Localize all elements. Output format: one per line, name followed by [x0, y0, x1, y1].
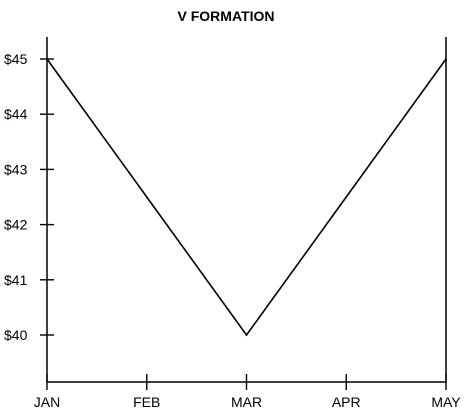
series-point — [245, 334, 248, 336]
line-series — [46, 58, 447, 337]
series-line — [46, 58, 447, 337]
chart-title: V FORMATION — [178, 8, 275, 24]
series-point — [345, 196, 348, 198]
y-axis-tick-label: $40 — [4, 327, 28, 343]
series-point — [46, 58, 48, 60]
y-axis-tick-label: $41 — [4, 272, 28, 288]
series-point — [145, 196, 148, 198]
y-axis-ticks: $40 $41 $42 $43 $44 $45 — [4, 51, 54, 343]
y-axis-tick-label: $45 — [4, 51, 28, 67]
x-axis-tick-label: MAY — [431, 394, 461, 410]
y-axis-tick-label: $44 — [4, 106, 28, 122]
x-axis-tick-label: MAR — [231, 394, 262, 410]
x-axis-tick-label: JAN — [34, 394, 60, 410]
axes — [46, 37, 447, 383]
x-axis-tick-label: APR — [332, 394, 361, 410]
series-point — [445, 58, 447, 60]
x-axis-ticks: JAN FEB MAR APR MAY — [34, 374, 461, 410]
y-axis-tick-label: $42 — [4, 217, 28, 233]
x-axis-tick-label: FEB — [133, 394, 160, 410]
y-axis-tick-label: $43 — [4, 161, 28, 177]
